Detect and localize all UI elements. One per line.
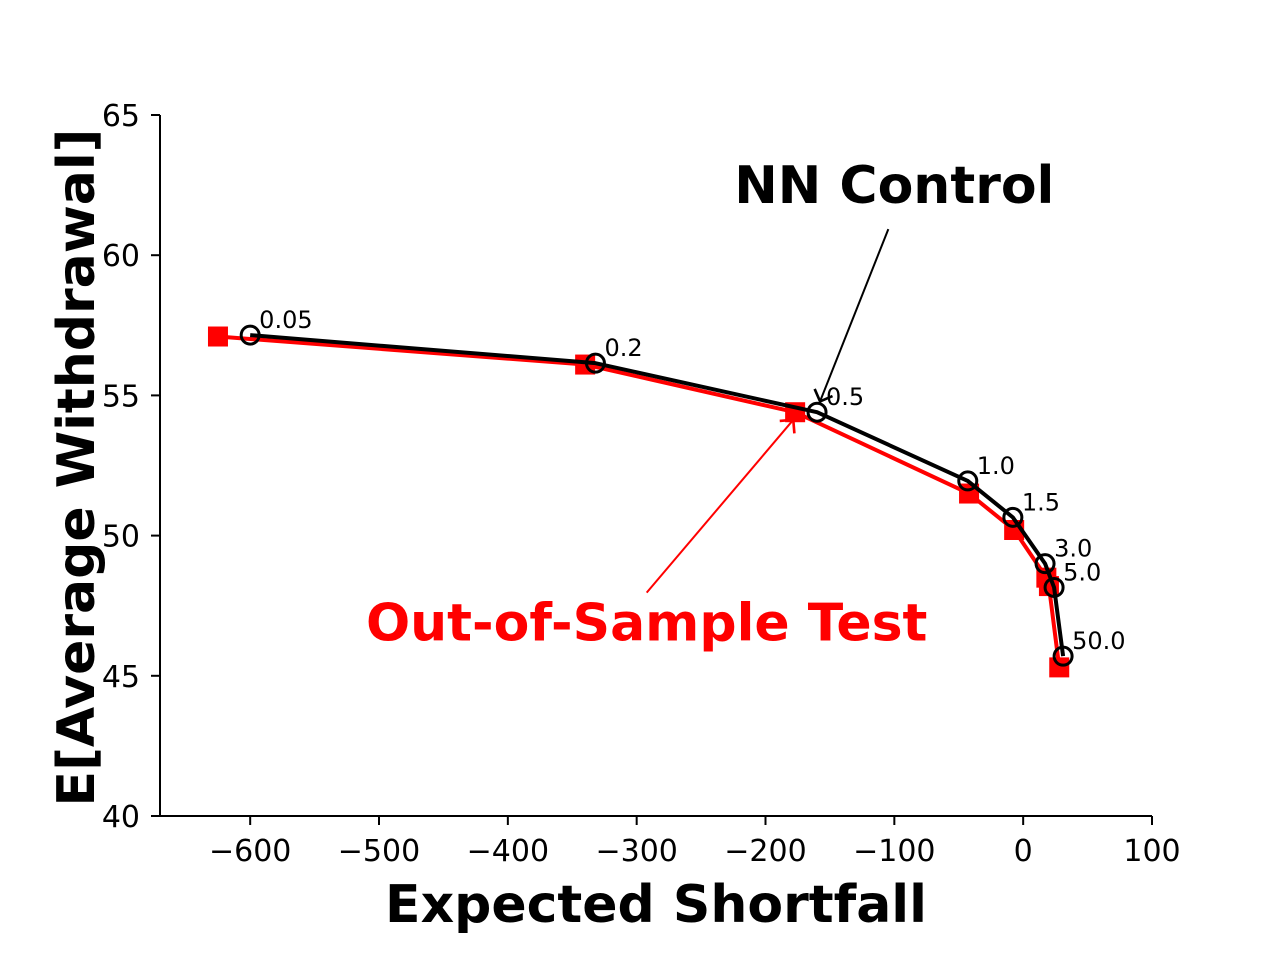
point-label: 50.0 — [1072, 627, 1125, 655]
point-label: 0.2 — [604, 334, 642, 362]
x-tick-label: 100 — [1123, 834, 1180, 869]
x-tick-label: −600 — [209, 834, 291, 869]
point-label: 0.05 — [259, 306, 312, 334]
point-label: 5.0 — [1063, 558, 1101, 586]
x-axis-title: Expected Shortfall — [385, 875, 927, 935]
nn-control-label: NN Control — [734, 156, 1054, 216]
x-ticks: −600 −500 −400 −300 −200 −100 0 100 — [209, 816, 1181, 869]
series-line — [250, 333, 1066, 657]
y-tick-label: 50 — [102, 520, 140, 555]
series-layer: 0.05 0.2 0.5 1.01.5 3.05.0 50.0 — [207, 306, 1126, 678]
point-label: 1.5 — [1022, 488, 1060, 516]
y-tick-label: 45 — [102, 660, 140, 695]
axes: −600 −500 −400 −300 −200 −100 0 100 40 45 50 55 60 6… — [102, 99, 1181, 869]
y-tick-label: 55 — [102, 379, 140, 414]
x-tick-label: −100 — [853, 834, 935, 869]
data-point-circle — [1002, 506, 1024, 528]
out-of-sample-arrow — [645, 418, 796, 594]
data-point-circle — [806, 401, 828, 423]
x-tick-label: −400 — [467, 834, 549, 869]
data-point-circle — [1034, 553, 1056, 575]
point-label: 3.0 — [1054, 535, 1092, 563]
out-of-sample-label: Out-of-Sample Test — [366, 594, 927, 654]
y-tick-label: 60 — [102, 239, 140, 274]
data-point-circle — [584, 352, 606, 374]
series-nn-control: 0.05 0.2 0.5 1.01.5 3.05.0 50.0 — [239, 306, 1126, 667]
y-axis-title: E[Average Withdrawal] — [47, 129, 107, 807]
x-tick-label: −300 — [595, 834, 677, 869]
y-tick-label: 65 — [102, 99, 140, 134]
data-point-circle — [239, 324, 261, 346]
data-point-circle — [957, 470, 979, 492]
x-tick-label: 0 — [1014, 834, 1033, 869]
data-point-circle — [1052, 645, 1074, 667]
y-tick-label: 40 — [102, 800, 140, 835]
annotations: NN Control Out-of-Sample Test — [366, 156, 1054, 654]
point-label: 0.5 — [826, 383, 864, 411]
data-point-circle — [1043, 576, 1065, 598]
data-point-square — [207, 326, 228, 347]
nn-control-arrow — [813, 228, 890, 404]
data-point-square — [1049, 657, 1070, 678]
x-tick-label: −500 — [338, 834, 420, 869]
x-tick-label: −200 — [724, 834, 806, 869]
y-ticks: 40 45 50 55 60 65 — [102, 99, 160, 835]
point-label: 1.0 — [977, 452, 1015, 480]
